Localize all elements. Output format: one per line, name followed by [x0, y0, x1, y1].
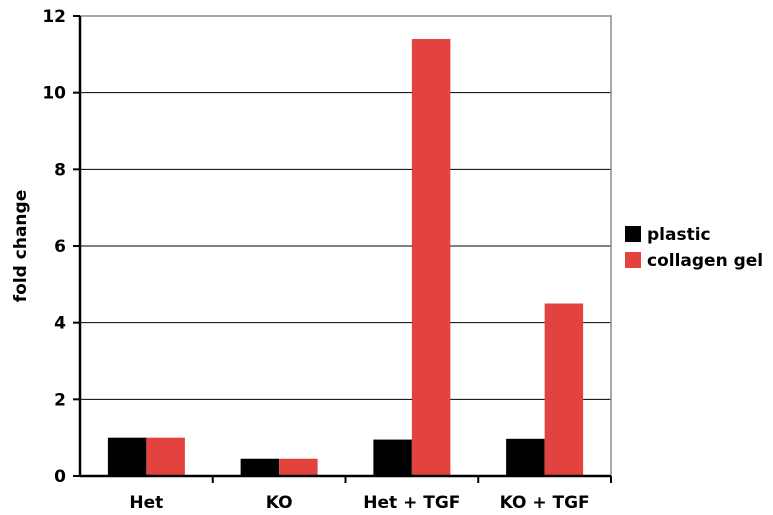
legend: plastic collagen gel [625, 225, 763, 271]
bar-plastic [373, 439, 412, 476]
x-category-label: Het + TGF [363, 493, 460, 513]
x-category-label: Het [129, 493, 163, 513]
y-axis-title: fold change [11, 190, 31, 302]
bar-collagen-gel [544, 303, 584, 476]
bars [107, 39, 584, 476]
y-tick-label: 4 [54, 314, 66, 334]
x-category-label: KO + TGF [500, 493, 590, 513]
x-category-labels: Het KO Het + TGF KO + TGF [129, 493, 589, 513]
y-tick-label: 10 [42, 84, 66, 104]
y-tick-label: 6 [54, 237, 66, 257]
y-tick-label: 2 [54, 390, 66, 410]
y-tick-label: 0 [54, 467, 66, 487]
legend-label: plastic [647, 225, 711, 245]
y-tick-label: 8 [54, 160, 66, 180]
gridlines [80, 92, 611, 400]
legend-swatch [625, 252, 641, 268]
bar-collagen-gel [279, 458, 318, 476]
y-tick-label: 12 [42, 7, 66, 27]
bar-collagen-gel [146, 437, 185, 476]
bar-plastic [240, 458, 280, 476]
bar-plastic [506, 438, 545, 476]
legend-swatch [625, 226, 641, 242]
x-category-label: KO [266, 493, 293, 513]
legend-label: collagen gel [647, 251, 763, 271]
bar-plastic [107, 437, 147, 476]
bar-collagen-gel [411, 39, 451, 476]
axes [73, 15, 612, 483]
y-tick-labels: 0 2 4 6 8 10 12 [42, 7, 66, 487]
